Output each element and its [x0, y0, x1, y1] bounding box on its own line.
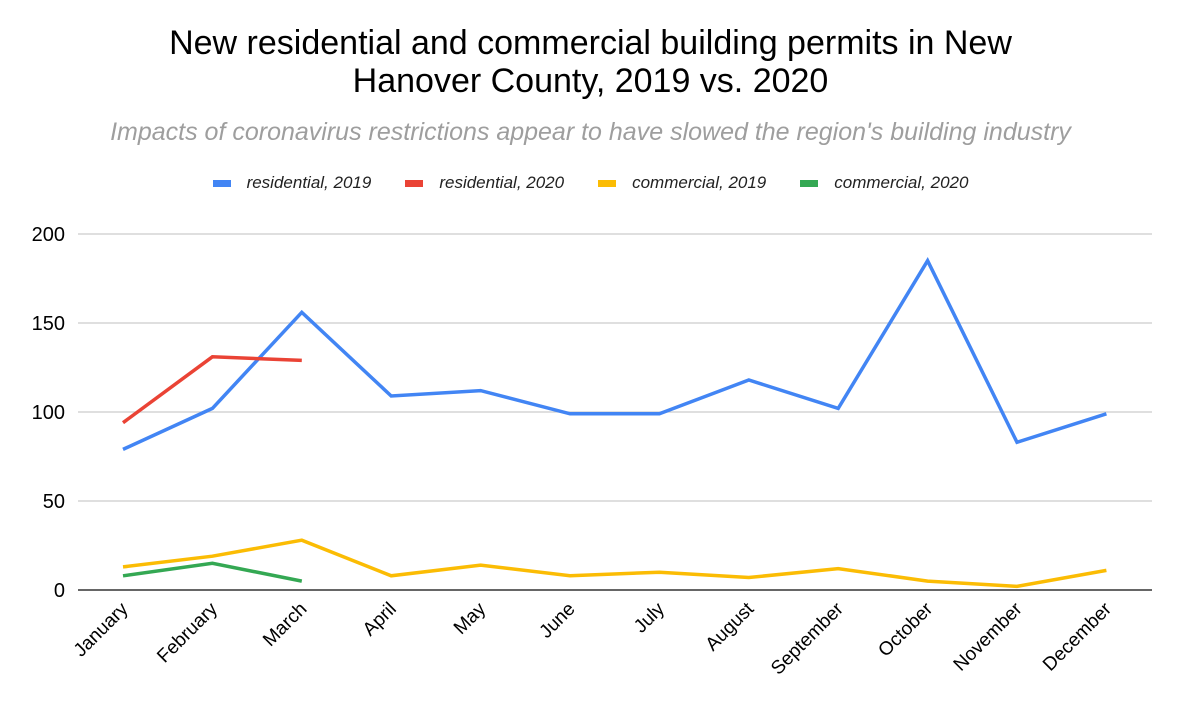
x-tick-label: April — [359, 599, 401, 641]
chart-title-line-2: Hanover County, 2019 vs. 2020 — [352, 62, 829, 100]
series-line-commercial-2020[interactable] — [122, 561, 303, 583]
x-tick-label: August — [702, 598, 759, 655]
series-line-commercial-2019[interactable] — [122, 538, 1107, 589]
x-tick-label: December — [1039, 598, 1116, 675]
y-tick-label: 150 — [32, 313, 65, 335]
legend-item-residential-2020[interactable]: residential, 2020 — [405, 173, 564, 193]
gridlines — [78, 233, 1152, 502]
y-tick-label: 100 — [32, 402, 65, 424]
legend-swatch-residential-2020 — [405, 179, 424, 187]
x-tick-label: May — [450, 598, 491, 639]
y-tick-label: 200 — [32, 224, 65, 246]
legend-label: commercial, 2019 — [632, 173, 767, 192]
series-lines — [121, 257, 1107, 589]
x-tick-label: October — [874, 598, 937, 661]
x-tick-label: November — [950, 598, 1027, 675]
x-tick-label: February — [153, 598, 222, 667]
legend-item-residential-2019[interactable]: residential, 2019 — [212, 173, 372, 193]
legend-label: residential, 2020 — [439, 173, 565, 192]
legend-swatch-residential-2019 — [212, 179, 231, 187]
y-tick-label: 50 — [43, 491, 65, 513]
x-tick-label: March — [259, 599, 311, 651]
legend-label: commercial, 2020 — [834, 173, 969, 192]
series-line-residential-2020[interactable] — [121, 355, 302, 425]
x-axis-ticks: January February March April May June July Augu… — [70, 598, 1117, 679]
x-tick-label: June — [536, 599, 580, 643]
legend: residential, 2019 residential, 2020 comm… — [0, 173, 1181, 193]
legend-swatch-commercial-2019 — [598, 179, 617, 187]
legend-label: residential, 2019 — [246, 173, 372, 192]
chart-title: New residential and commercial building … — [0, 24, 1181, 100]
x-tick-label: January — [70, 598, 133, 661]
x-tick-label: September — [767, 598, 848, 679]
chart-subtitle: Impacts of coronavirus restrictions appe… — [110, 118, 1071, 146]
chart-title-line-1: New residential and commercial building … — [169, 24, 1012, 62]
series-line-residential-2019[interactable] — [122, 257, 1107, 451]
y-tick-label: 0 — [54, 580, 65, 602]
legend-item-commercial-2019[interactable]: commercial, 2019 — [598, 173, 766, 193]
y-axis-ticks: 0 50 100 150 200 — [32, 224, 65, 602]
legend-swatch-commercial-2020 — [800, 179, 819, 187]
legend-item-commercial-2020[interactable]: commercial, 2020 — [800, 173, 968, 193]
x-tick-label: July — [630, 598, 669, 637]
